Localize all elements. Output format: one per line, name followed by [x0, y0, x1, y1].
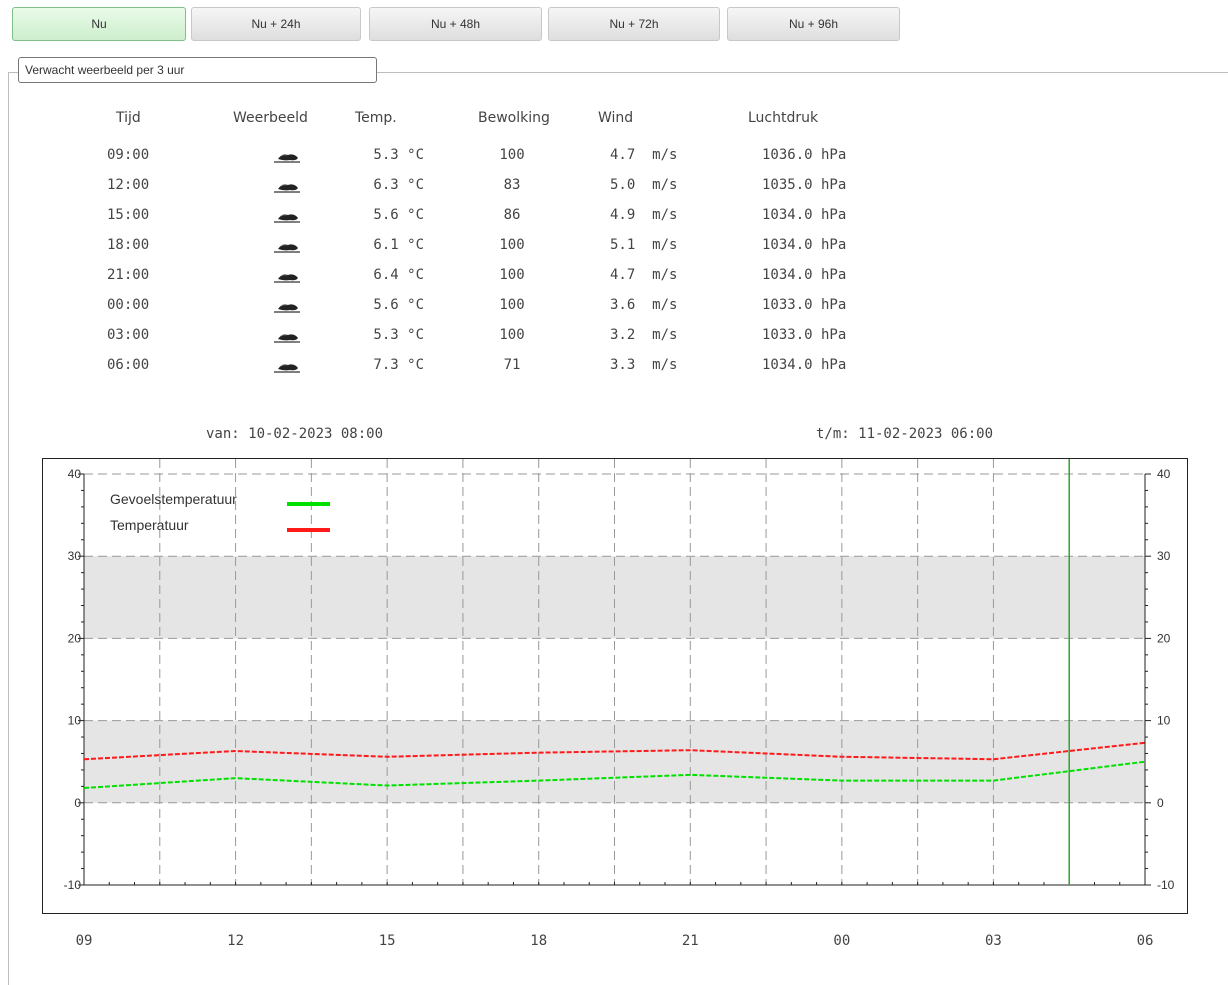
row-time: 09:00	[107, 147, 150, 163]
row-temp: 7.3 °C	[373, 357, 424, 373]
row-clouds: 86	[503, 207, 521, 223]
header-weather: Weerbeeld	[233, 110, 308, 126]
row-pressure: 1034.0 hPa	[762, 357, 847, 373]
cloud-icon	[274, 214, 300, 223]
tab-plus-24h[interactable]: Nu + 24h	[191, 7, 361, 41]
tab-plus-96h[interactable]: Nu + 96h	[727, 7, 900, 41]
x-label: 12	[227, 933, 244, 949]
cloud-icon	[274, 334, 300, 343]
y-label-left: 30	[68, 549, 82, 563]
cloud-icon	[274, 184, 300, 193]
row-time: 18:00	[107, 237, 150, 253]
row-wind: 3.3 m/s	[610, 357, 678, 373]
y-label-left: 20	[68, 631, 82, 645]
row-time: 12:00	[107, 177, 150, 193]
row-clouds: 100	[499, 267, 525, 283]
row-wind: 4.9 m/s	[610, 207, 678, 223]
cloud-icon	[274, 274, 300, 283]
shaded-band	[84, 556, 1145, 639]
x-label: 21	[682, 933, 699, 949]
series-line-feels-like	[83, 760, 1146, 790]
y-label-right: 20	[1157, 631, 1171, 645]
row-pressure: 1033.0 hPa	[762, 297, 847, 313]
header-temp: Temp.	[355, 110, 397, 126]
tab-now[interactable]: Nu	[12, 7, 186, 41]
row-clouds: 100	[499, 327, 525, 343]
y-label-right: 0	[1157, 796, 1164, 810]
y-label-left: 0	[74, 796, 81, 810]
x-label: 18	[530, 933, 547, 949]
y-label-right: 10	[1157, 714, 1171, 728]
cloud-icon	[274, 364, 300, 373]
range-to: t/m: 11-02-2023 06:00	[816, 426, 994, 442]
row-temp: 6.3 °C	[373, 177, 424, 193]
section-title: Verwacht weerbeeld per 3 uur	[18, 57, 377, 83]
header-wind: Wind	[598, 110, 634, 126]
legend-label: Gevoelstemperatuur	[110, 491, 237, 507]
row-wind: 3.2 m/s	[610, 327, 678, 343]
x-label: 15	[379, 933, 396, 949]
header-clouds: Bewolking	[478, 110, 550, 126]
y-label-right: 40	[1157, 467, 1171, 481]
y-label-left: -10	[64, 878, 82, 892]
fieldset-border-top	[8, 72, 1228, 73]
row-temp: 5.6 °C	[373, 207, 424, 223]
row-clouds: 71	[503, 357, 521, 373]
x-label: 06	[1137, 933, 1154, 949]
legend-label: Temperatuur	[110, 517, 189, 533]
row-wind: 4.7 m/s	[610, 147, 678, 163]
row-temp: 5.3 °C	[373, 147, 424, 163]
row-wind: 3.6 m/s	[610, 297, 678, 313]
row-pressure: 1035.0 hPa	[762, 177, 847, 193]
row-clouds: 100	[499, 297, 525, 313]
row-time: 00:00	[107, 297, 150, 313]
tab-plus-48h[interactable]: Nu + 48h	[369, 7, 542, 41]
row-temp: 6.1 °C	[373, 237, 424, 253]
cloud-icon	[274, 304, 300, 313]
cloud-icon	[274, 244, 300, 253]
row-time: 06:00	[107, 357, 150, 373]
header-time: Tijd	[116, 110, 141, 126]
row-wind: 5.0 m/s	[610, 177, 678, 193]
cloud-icon	[274, 154, 300, 163]
header-pressure: Luchtdruk	[748, 110, 819, 126]
row-clouds: 100	[499, 147, 525, 163]
row-pressure: 1033.0 hPa	[762, 327, 847, 343]
row-time: 03:00	[107, 327, 150, 343]
tab-plus-72h[interactable]: Nu + 72h	[548, 7, 720, 41]
x-label: 09	[76, 933, 93, 949]
series-line-temperature	[83, 741, 1146, 761]
row-clouds: 83	[503, 177, 521, 193]
row-wind: 4.7 m/s	[610, 267, 678, 283]
row-pressure: 1034.0 hPa	[762, 207, 847, 223]
row-temp: 5.3 °C	[373, 327, 424, 343]
y-label-left: 40	[68, 467, 82, 481]
y-label-right: -10	[1157, 878, 1175, 892]
fieldset-border-left	[8, 72, 9, 985]
row-pressure: 1034.0 hPa	[762, 237, 847, 253]
row-pressure: 1034.0 hPa	[762, 267, 847, 283]
row-temp: 6.4 °C	[373, 267, 424, 283]
range-from: van: 10-02-2023 08:00	[206, 426, 384, 442]
row-time: 21:00	[107, 267, 150, 283]
row-time: 15:00	[107, 207, 150, 223]
y-label-left: 10	[68, 714, 82, 728]
row-clouds: 100	[499, 237, 525, 253]
y-label-right: 30	[1157, 549, 1171, 563]
row-pressure: 1036.0 hPa	[762, 147, 847, 163]
x-label: 00	[833, 933, 850, 949]
row-wind: 5.1 m/s	[610, 237, 678, 253]
x-label: 03	[985, 933, 1002, 949]
row-temp: 5.6 °C	[373, 297, 424, 313]
